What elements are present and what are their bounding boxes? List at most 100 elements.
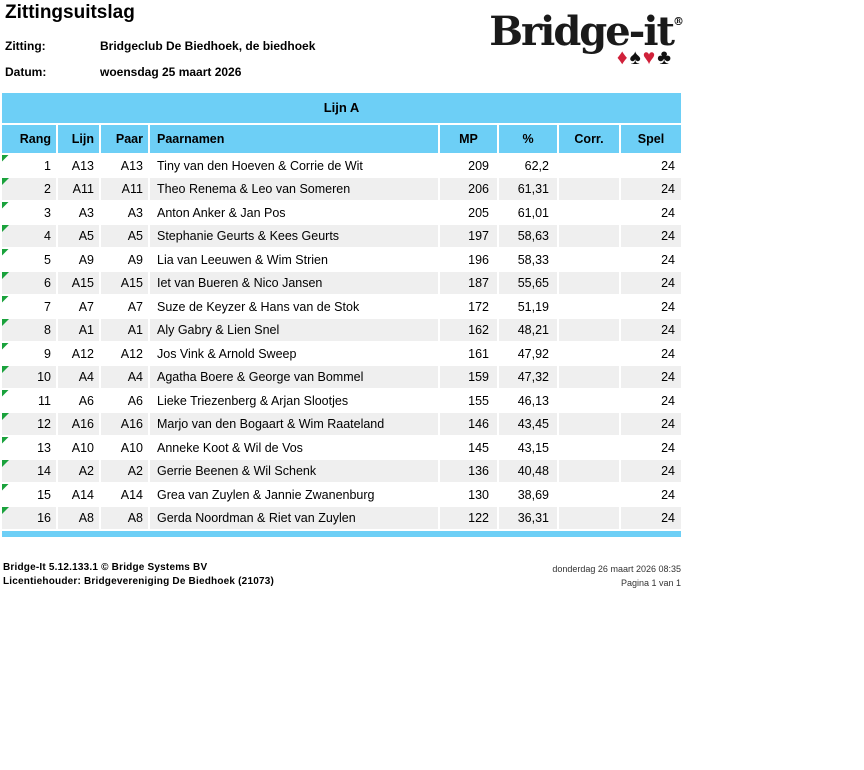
cell-lijn: A8: [58, 507, 99, 529]
column-header-row: Rang Lijn Paar Paarnamen MP % Corr. Spel: [2, 125, 681, 153]
cell-rang: 15: [2, 483, 56, 506]
table-row[interactable]: 16 A8 A8 Gerda Noordman & Riet van Zuyle…: [2, 507, 681, 529]
cell-lijn: A6: [58, 389, 99, 412]
cell-mp: 145: [440, 436, 497, 459]
cell-mp: 136: [440, 460, 497, 482]
green-corner-marker-icon: [2, 154, 9, 162]
table-row[interactable]: 4 A5 A5 Stephanie Geurts & Kees Geurts 1…: [2, 225, 681, 247]
table-row[interactable]: 2 A11 A11 Theo Renema & Leo van Someren …: [2, 178, 681, 200]
cell-paarnamen: Jos Vink & Arnold Sweep: [150, 342, 438, 365]
cell-mp: 187: [440, 272, 497, 294]
cell-corr: [559, 201, 619, 224]
cell-pct: 55,65: [499, 272, 557, 294]
green-corner-marker-icon: [2, 366, 9, 373]
cell-corr: [559, 460, 619, 482]
cell-paar: A3: [101, 201, 148, 224]
cell-paar: A10: [101, 436, 148, 459]
table-row[interactable]: 14 A2 A2 Gerrie Beenen & Wil Schenk 136 …: [2, 460, 681, 482]
cell-paar: A16: [101, 413, 148, 435]
cell-corr: [559, 225, 619, 247]
cell-paarnamen: Anton Anker & Jan Pos: [150, 201, 438, 224]
cell-paarnamen: Agatha Boere & George van Bommel: [150, 366, 438, 388]
cell-mp: 196: [440, 248, 497, 271]
table-row[interactable]: 15 A14 A14 Grea van Zuylen & Jannie Zwan…: [2, 483, 681, 506]
table-row[interactable]: 6 A15 A15 Iet van Bueren & Nico Jansen 1…: [2, 272, 681, 294]
cell-paarnamen: Lia van Leeuwen & Wim Strien: [150, 248, 438, 271]
green-corner-marker-icon: [2, 483, 9, 491]
cell-paar: A9: [101, 248, 148, 271]
table-row[interactable]: 7 A7 A7 Suze de Keyzer & Hans van de Sto…: [2, 295, 681, 318]
table-bottom-bar: [2, 530, 681, 537]
cell-mp: 197: [440, 225, 497, 247]
green-corner-marker-icon: [2, 272, 9, 279]
cell-rang: 7: [2, 295, 56, 318]
cell-pct: 46,13: [499, 389, 557, 412]
cell-corr: [559, 389, 619, 412]
bridge-it-logo: Bridge-it® ♦♠♥♣: [462, 0, 684, 69]
cell-paarnamen: Suze de Keyzer & Hans van de Stok: [150, 295, 438, 318]
green-corner-marker-icon: [2, 413, 9, 420]
cell-pct: 51,19: [499, 295, 557, 318]
cell-corr: [559, 342, 619, 365]
table-row[interactable]: 10 A4 A4 Agatha Boere & George van Bomme…: [2, 366, 681, 388]
green-corner-marker-icon: [2, 248, 9, 256]
cell-lijn: A4: [58, 366, 99, 388]
green-corner-marker-icon: [2, 295, 9, 303]
card-suits-row: ♦♠♥♣: [462, 47, 673, 68]
column-header-paarnamen: Paarnamen: [150, 125, 438, 153]
table-row[interactable]: 1 A13 A13 Tiny van den Hoeven & Corrie d…: [2, 154, 681, 177]
cell-paarnamen: Marjo van den Bogaart & Wim Raateland: [150, 413, 438, 435]
cell-pct: 43,15: [499, 436, 557, 459]
cell-spel: 24: [621, 225, 681, 247]
cell-lijn: A11: [58, 178, 99, 200]
footer-print-block: donderdag 26 maart 2026 08:35 Pagina 1 v…: [361, 562, 681, 590]
cell-mp: 209: [440, 154, 497, 177]
table-row[interactable]: 9 A12 A12 Jos Vink & Arnold Sweep 161 47…: [2, 342, 681, 365]
cell-corr: [559, 436, 619, 459]
results-table: Lijn A Rang Lijn Paar Paarnamen MP % Cor…: [2, 93, 681, 537]
table-row[interactable]: 12 A16 A16 Marjo van den Bogaart & Wim R…: [2, 413, 681, 435]
cell-pct: 61,31: [499, 178, 557, 200]
green-corner-marker-icon: [2, 507, 9, 514]
cell-paarnamen: Tiny van den Hoeven & Corrie de Wit: [150, 154, 438, 177]
cell-spel: 24: [621, 248, 681, 271]
cell-paar: A5: [101, 225, 148, 247]
cell-spel: 24: [621, 295, 681, 318]
cell-spel: 24: [621, 389, 681, 412]
green-corner-marker-icon: [2, 460, 9, 467]
table-row[interactable]: 3 A3 A3 Anton Anker & Jan Pos 205 61,01 …: [2, 201, 681, 224]
cell-rang: 11: [2, 389, 56, 412]
cell-paar: A4: [101, 366, 148, 388]
cell-lijn: A7: [58, 295, 99, 318]
table-body: 1 A13 A13 Tiny van den Hoeven & Corrie d…: [2, 154, 681, 529]
green-corner-marker-icon: [2, 342, 9, 350]
cell-rang: 16: [2, 507, 56, 529]
cell-paarnamen: Lieke Triezenberg & Arjan Slootjes: [150, 389, 438, 412]
cell-corr: [559, 295, 619, 318]
table-row[interactable]: 8 A1 A1 Aly Gabry & Lien Snel 162 48,21 …: [2, 319, 681, 341]
section-header-lijn-a: Lijn A: [2, 93, 681, 123]
cell-rang: 12: [2, 413, 56, 435]
cell-lijn: A13: [58, 154, 99, 177]
cell-lijn: A1: [58, 319, 99, 341]
cell-pct: 47,32: [499, 366, 557, 388]
cell-rang: 2: [2, 178, 56, 200]
session-label: Zitting:: [5, 39, 46, 53]
cell-paarnamen: Theo Renema & Leo van Someren: [150, 178, 438, 200]
date-label: Datum:: [5, 65, 47, 79]
footer-app-version: Bridge-It 5.12.133.1 © Bridge Systems BV: [3, 562, 208, 573]
table-row[interactable]: 5 A9 A9 Lia van Leeuwen & Wim Strien 196…: [2, 248, 681, 271]
cell-rang: 3: [2, 201, 56, 224]
cell-mp: 205: [440, 201, 497, 224]
cell-lijn: A15: [58, 272, 99, 294]
cell-corr: [559, 319, 619, 341]
cell-paarnamen: Iet van Bueren & Nico Jansen: [150, 272, 438, 294]
footer-license-holder: Licentiehouder: Bridgevereniging De Bied…: [3, 576, 275, 587]
cell-lijn: A2: [58, 460, 99, 482]
green-corner-marker-icon: [2, 201, 9, 209]
table-row[interactable]: 13 A10 A10 Anneke Koot & Wil de Vos 145 …: [2, 436, 681, 459]
cell-mp: 162: [440, 319, 497, 341]
cell-pct: 47,92: [499, 342, 557, 365]
table-row[interactable]: 11 A6 A6 Lieke Triezenberg & Arjan Sloot…: [2, 389, 681, 412]
heart-suit-icon: ♥: [642, 46, 658, 69]
